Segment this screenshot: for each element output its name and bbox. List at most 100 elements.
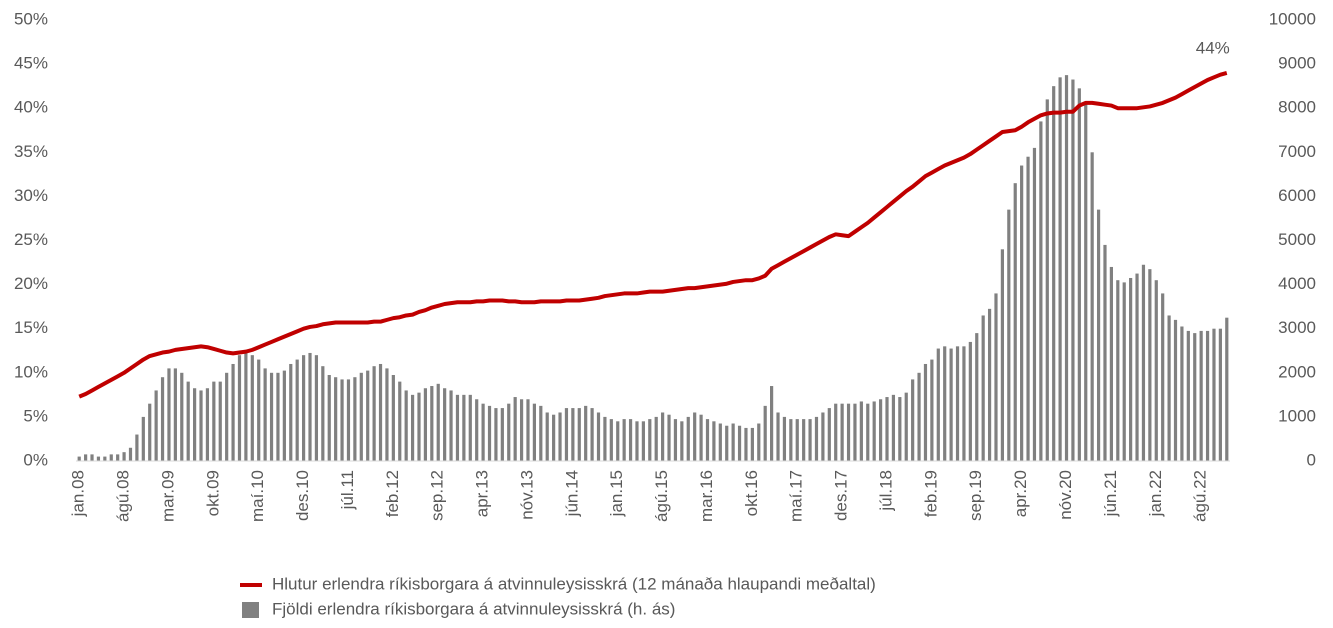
bar bbox=[705, 419, 710, 461]
y2-tick-label: 8000 bbox=[1278, 98, 1316, 117]
bar bbox=[1148, 269, 1152, 461]
y2-tick-label: 6000 bbox=[1278, 186, 1316, 205]
y2-tick-label: 9000 bbox=[1278, 54, 1316, 73]
bar bbox=[770, 386, 774, 461]
bar bbox=[410, 394, 415, 461]
y-tick-label: 0% bbox=[23, 450, 48, 469]
bar bbox=[1186, 330, 1190, 461]
bar bbox=[1154, 280, 1158, 461]
x-tick-label: júl.18 bbox=[876, 470, 895, 512]
x-tick-label: jan.08 bbox=[69, 470, 88, 517]
bar bbox=[1212, 328, 1216, 461]
bar bbox=[885, 397, 889, 461]
bar bbox=[225, 372, 229, 461]
bar bbox=[212, 381, 216, 461]
bar bbox=[1205, 330, 1210, 461]
bar bbox=[237, 355, 242, 461]
bar bbox=[802, 419, 806, 461]
bar bbox=[840, 403, 844, 461]
line bbox=[78, 70, 1228, 399]
bar bbox=[468, 394, 472, 461]
x-tick-label: jún.21 bbox=[1101, 470, 1120, 517]
x-tick-label: feb.12 bbox=[383, 470, 402, 517]
bar bbox=[552, 414, 556, 461]
bar bbox=[218, 381, 222, 461]
x-tick-label: ágú.15 bbox=[652, 470, 671, 522]
bar bbox=[404, 390, 408, 461]
y2-tick-label: 4000 bbox=[1278, 274, 1316, 293]
bar bbox=[859, 401, 863, 461]
bar bbox=[1167, 315, 1171, 461]
bar bbox=[539, 405, 543, 461]
bar bbox=[327, 375, 331, 461]
bar bbox=[1096, 209, 1101, 461]
x-tick-label: okt.16 bbox=[742, 470, 761, 516]
bar bbox=[603, 416, 607, 461]
bar bbox=[494, 408, 498, 461]
bar bbox=[1161, 293, 1165, 461]
bar bbox=[148, 403, 152, 461]
y-tick-label: 35% bbox=[14, 142, 48, 161]
bar bbox=[1064, 75, 1069, 461]
bar bbox=[308, 352, 312, 461]
bar bbox=[725, 425, 729, 461]
bar bbox=[532, 403, 536, 461]
bar bbox=[449, 390, 453, 461]
bar bbox=[455, 394, 460, 461]
y2-tick-label: 2000 bbox=[1278, 362, 1316, 381]
bar bbox=[475, 399, 479, 461]
x-tick-label: jan.22 bbox=[1146, 470, 1165, 517]
bar bbox=[635, 421, 639, 461]
y-tick-label: 50% bbox=[14, 9, 48, 28]
bar bbox=[257, 359, 261, 461]
bar bbox=[789, 419, 793, 461]
y-tick-label: 30% bbox=[14, 186, 48, 205]
bar bbox=[1039, 121, 1043, 462]
bar bbox=[911, 379, 915, 461]
bar bbox=[1116, 280, 1120, 461]
bar bbox=[385, 368, 389, 461]
bar bbox=[776, 412, 780, 461]
bar bbox=[1180, 326, 1184, 461]
bar bbox=[1084, 103, 1088, 461]
bar bbox=[1007, 209, 1011, 461]
bar bbox=[590, 408, 594, 461]
y2-tick-label: 0 bbox=[1307, 450, 1316, 469]
bar bbox=[481, 403, 485, 461]
bar bbox=[353, 377, 357, 461]
bar bbox=[526, 399, 530, 461]
x-tick-label: maí.10 bbox=[248, 470, 267, 522]
bar bbox=[289, 363, 293, 461]
bar bbox=[1109, 266, 1113, 461]
bar bbox=[334, 377, 338, 461]
bar bbox=[564, 408, 569, 461]
bar bbox=[737, 425, 742, 461]
bar bbox=[609, 419, 613, 461]
legend-label: Hlutur erlendra ríkisborgara á atvinnule… bbox=[272, 574, 876, 593]
bar bbox=[417, 392, 421, 461]
x-tick-label: des.17 bbox=[832, 470, 851, 521]
bar bbox=[936, 348, 940, 461]
bar bbox=[96, 456, 101, 461]
bar bbox=[423, 388, 428, 461]
bar bbox=[923, 363, 928, 461]
bar bbox=[648, 419, 652, 461]
bar bbox=[519, 399, 524, 461]
x-tick-label: ágú.22 bbox=[1191, 470, 1210, 522]
bar bbox=[1026, 156, 1030, 461]
y-tick-label: 20% bbox=[14, 274, 48, 293]
bar bbox=[750, 427, 754, 461]
bar bbox=[628, 419, 633, 461]
bar bbox=[372, 366, 376, 461]
bar bbox=[263, 368, 267, 461]
bar bbox=[122, 452, 126, 461]
bar bbox=[500, 408, 504, 461]
x-tick-label: maí.17 bbox=[787, 470, 806, 522]
bar bbox=[821, 412, 825, 461]
bar bbox=[1129, 277, 1133, 461]
y-tick-label: 15% bbox=[14, 318, 48, 337]
x-tick-label: júl.11 bbox=[338, 470, 357, 510]
bar bbox=[154, 390, 158, 461]
bar bbox=[295, 359, 299, 461]
bar bbox=[949, 348, 953, 461]
